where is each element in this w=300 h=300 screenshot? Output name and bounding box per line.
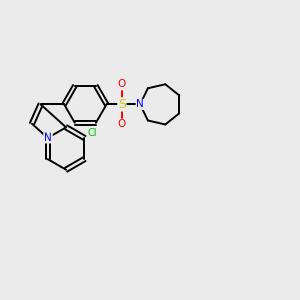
Text: S: S — [118, 98, 126, 111]
Text: O: O — [118, 119, 126, 129]
Text: Cl: Cl — [88, 128, 98, 138]
Text: N: N — [136, 99, 144, 110]
Text: O: O — [118, 80, 126, 89]
Text: N: N — [44, 132, 52, 142]
Text: Cl: Cl — [88, 128, 98, 138]
Text: N: N — [44, 133, 52, 143]
